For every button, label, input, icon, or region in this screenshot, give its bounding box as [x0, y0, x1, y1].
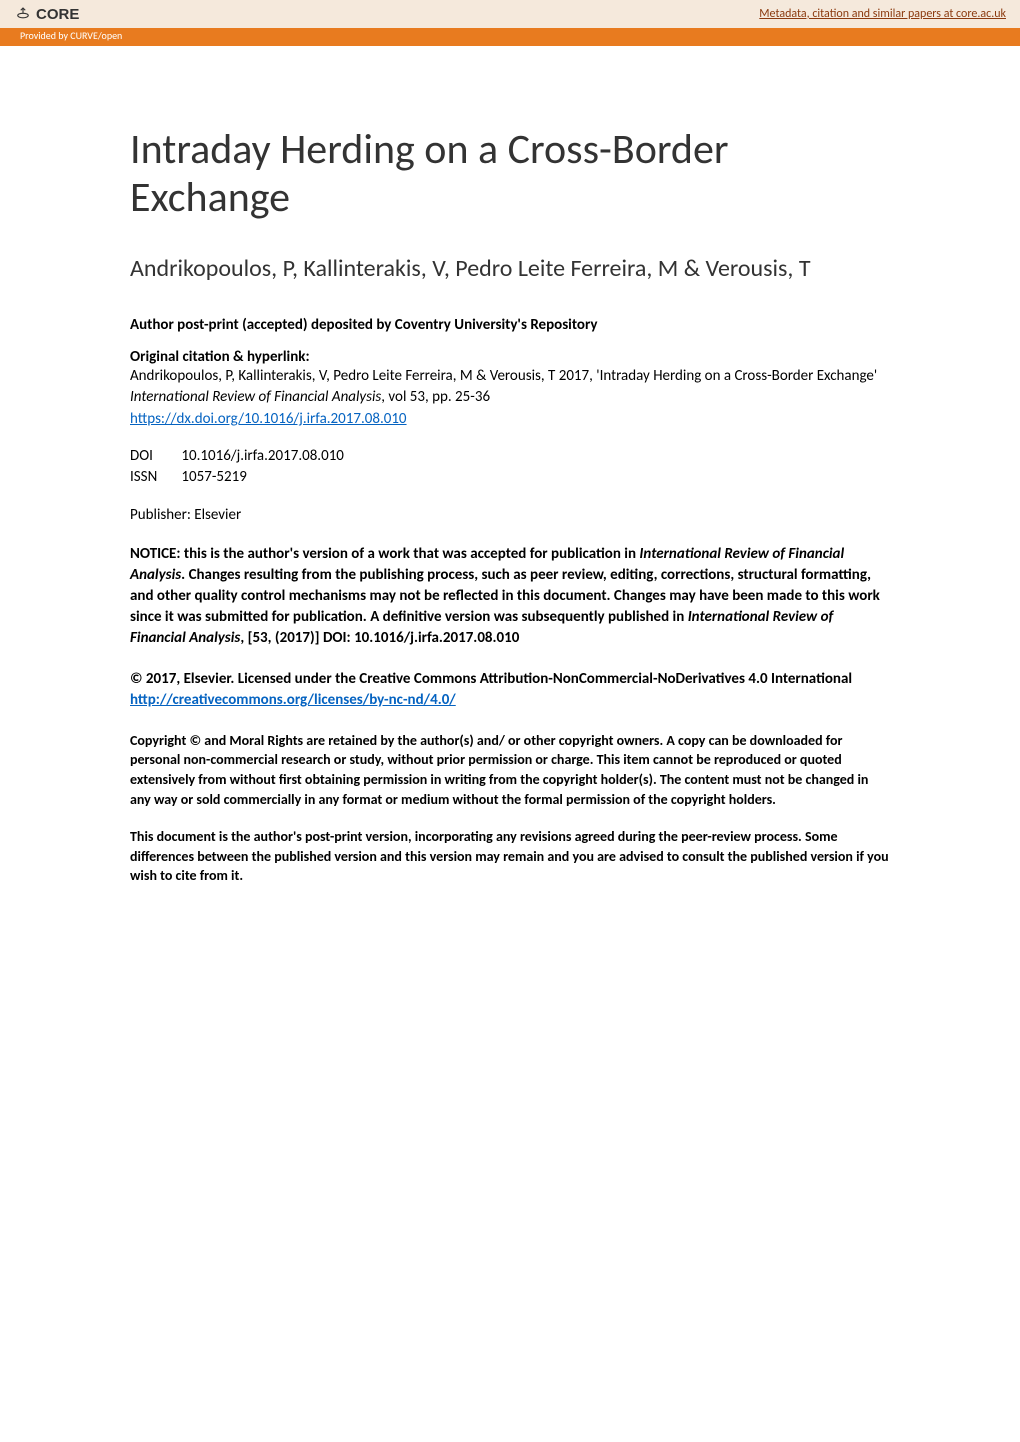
publisher-value: Elsevier [194, 506, 241, 524]
notice-suffix: , [53, (2017)] DOI: 10.1016/j.irfa.2017.… [240, 629, 519, 647]
citation-text: Andrikopoulos, P, Kallinterakis, V, Pedr… [130, 366, 890, 408]
postprint-deposited-label: Author post-print (accepted) deposited b… [130, 316, 890, 334]
core-logo-icon [14, 5, 32, 23]
banner-top-strip: CORE Metadata, citation and similar pape… [0, 0, 1020, 28]
doi-link[interactable]: https://dx.doi.org/10.1016/j.irfa.2017.0… [130, 410, 407, 428]
copyright-block: Copyright © and Moral Rights are retaine… [130, 731, 890, 809]
license-block: © 2017, Elsevier. Licensed under the Cre… [130, 669, 890, 711]
paper-title: Intraday Herding on a Cross-Border Excha… [130, 126, 890, 223]
doi-label: DOI [130, 446, 178, 467]
notice-prefix: NOTICE: this is the author's version of … [130, 545, 639, 563]
doi-row: DOI 10.1016/j.irfa.2017.08.010 [130, 446, 890, 467]
repository-banner: CORE Metadata, citation and similar pape… [0, 0, 1020, 46]
core-logo-text: CORE [36, 6, 79, 23]
authors-line: Andrikopoulos, P, Kallinterakis, V, Pedr… [130, 253, 890, 284]
document-content: Intraday Herding on a Cross-Border Excha… [0, 46, 1020, 946]
cc-license-link[interactable]: http://creativecommons.org/licenses/by-n… [130, 691, 456, 709]
postprint-note-block: This document is the author's post-print… [130, 827, 890, 886]
provided-by-label: Provided by CURVE/open [0, 27, 122, 46]
issn-value: 1057-5219 [181, 468, 246, 486]
notice-block: NOTICE: this is the author's version of … [130, 544, 890, 649]
citation-block: Original citation & hyperlink: Andrikopo… [130, 348, 890, 428]
citation-suffix: , vol 53, pp. 25-36 [381, 388, 490, 406]
identifiers-block: DOI 10.1016/j.irfa.2017.08.010 ISSN 1057… [130, 446, 890, 488]
license-text: © 2017, Elsevier. Licensed under the Cre… [130, 669, 890, 690]
citation-prefix: Andrikopoulos, P, Kallinterakis, V, Pedr… [130, 367, 877, 385]
publisher-label: Publisher: [130, 506, 194, 524]
citation-journal: International Review of Financial Analys… [130, 388, 381, 406]
issn-label: ISSN [130, 467, 178, 488]
issn-row: ISSN 1057-5219 [130, 467, 890, 488]
core-logo[interactable]: CORE [14, 5, 79, 23]
core-metadata-link[interactable]: Metadata, citation and similar papers at… [759, 7, 1006, 21]
citation-label: Original citation & hyperlink: [130, 348, 890, 366]
publisher-row: Publisher: Elsevier [130, 506, 890, 524]
doi-value: 10.1016/j.irfa.2017.08.010 [181, 447, 344, 465]
